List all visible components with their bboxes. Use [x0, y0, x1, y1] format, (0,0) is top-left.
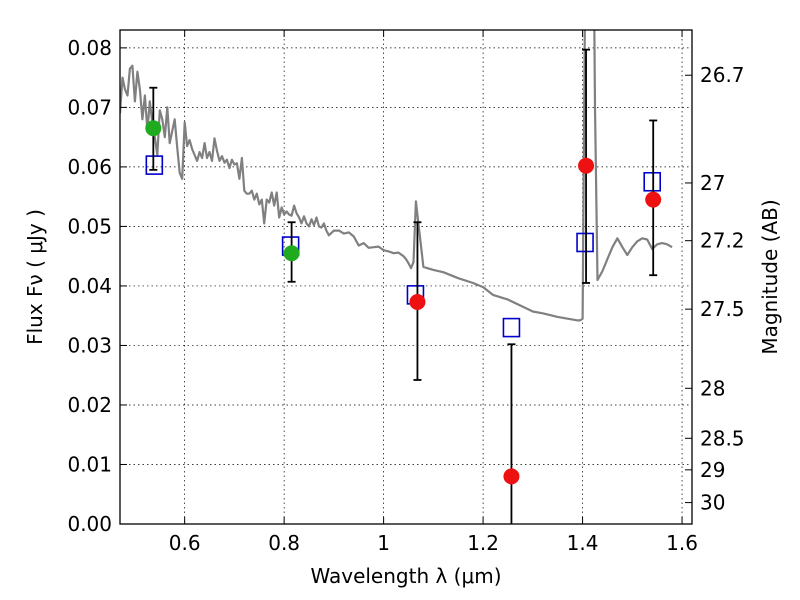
observed-point-red: [503, 468, 520, 485]
y-tick-label: 0.03: [67, 333, 112, 357]
spectrum-line: [120, 30, 673, 322]
right-tick-label: 26.7: [700, 63, 745, 87]
observed-point-green: [145, 120, 162, 137]
points-layer: [145, 48, 662, 524]
y-tick-label: 0.04: [67, 274, 112, 298]
right-tick-label: 28.5: [700, 426, 745, 450]
right-tick-label: 30: [700, 491, 725, 515]
observed-point-green: [283, 245, 300, 262]
x-tick-label: 1.4: [567, 531, 599, 555]
x-tick-label: 0.8: [268, 531, 300, 555]
x-tick-label: 1.6: [666, 531, 698, 555]
plot-background: [120, 30, 692, 524]
right-tick-label: 29: [700, 458, 725, 482]
model-point-square: [502, 317, 521, 338]
y-tick-label: 0.00: [67, 512, 112, 536]
y-tick-label: 0.08: [67, 36, 112, 60]
x-tick-label: 0.6: [169, 531, 201, 555]
model-point-square: [643, 171, 662, 192]
x-tick-label: 1.2: [467, 531, 499, 555]
right-tick-label: 28: [700, 376, 725, 400]
right-tick-label: 27.2: [700, 229, 745, 253]
right-axis-label: Magnitude (AB): [758, 199, 782, 354]
y-tick-label: 0.05: [67, 214, 112, 238]
y-tick-label: 0.01: [67, 452, 112, 476]
x-axis-label: Wavelength λ (μm): [310, 564, 501, 588]
y-tick-label: 0.06: [67, 155, 112, 179]
model-point-square: [576, 232, 594, 253]
x-tick-label: 1: [377, 531, 390, 555]
model-point-square: [145, 155, 164, 175]
spectrum-layer: [120, 30, 673, 322]
observed-point-red: [409, 293, 426, 310]
right-tick-label: 27: [700, 171, 725, 195]
y-axis-label: Flux Fν ( μJy ): [23, 209, 47, 345]
right-tick-label: 27.5: [700, 297, 745, 321]
axes-layer: 0.6 0.8 1 1.2 1.4 1.6 0.00 0.01 0.02 0.03 0.04 0.05…: [67, 30, 745, 555]
y-tick-label: 0.07: [67, 95, 112, 119]
y-tick-label: 0.02: [67, 393, 112, 417]
observed-point-red: [578, 157, 595, 174]
plot-frame: [119, 29, 693, 525]
observed-point-red: [645, 191, 662, 208]
